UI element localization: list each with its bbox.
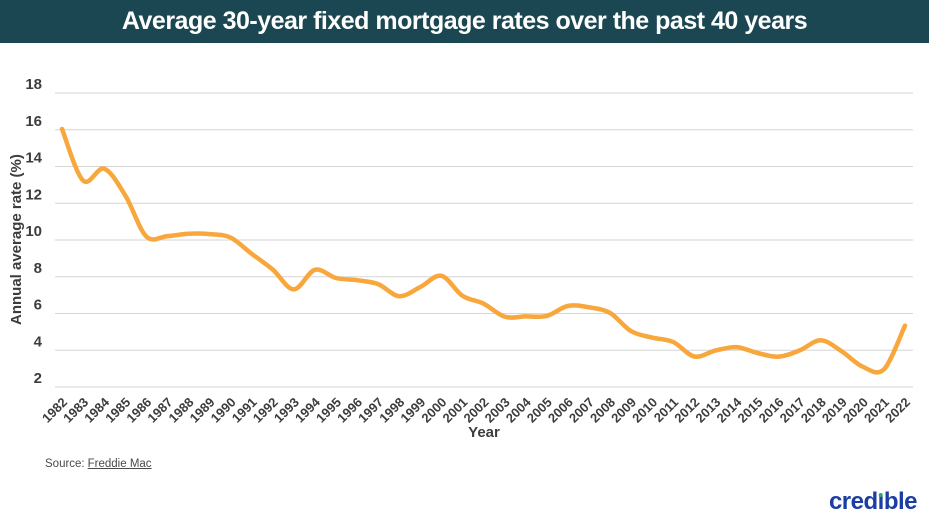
y-tick-label: 6 xyxy=(34,297,42,314)
y-tick-label: 18 xyxy=(25,76,42,93)
x-tick-label: 2022 xyxy=(882,395,913,426)
y-tick-label: 14 xyxy=(25,150,42,167)
x-axis-title: Year xyxy=(468,424,500,441)
source-prefix: Source: xyxy=(45,458,85,470)
y-tick-label: 16 xyxy=(25,113,42,130)
page-title: Average 30-year fixed mortgage rates ove… xyxy=(121,7,808,35)
y-tick-label: 8 xyxy=(34,260,42,277)
source-note: Source: Freddie Mac xyxy=(45,458,152,470)
logo-text-pre: cred xyxy=(828,488,878,515)
rate-line-series xyxy=(59,126,908,375)
logo-i-dot-icon xyxy=(878,492,883,497)
y-axis-title: Annual average rate (%) xyxy=(8,154,25,326)
logo-letter-i: ı xyxy=(877,488,885,515)
source-link-freddie-mac[interactable]: Freddie Mac xyxy=(87,458,152,470)
logo-dotless-i: ı xyxy=(877,488,885,515)
y-tick-label: 4 xyxy=(34,333,43,350)
y-tick-label: 2 xyxy=(34,370,42,387)
logo-text-post: ble xyxy=(883,488,918,515)
credible-logo: credı ble xyxy=(828,488,918,515)
y-tick-label: 12 xyxy=(25,186,42,203)
chart-title-bar: Average 30-year fixed mortgage rates ove… xyxy=(0,0,929,43)
y-tick-label: 10 xyxy=(25,223,42,240)
